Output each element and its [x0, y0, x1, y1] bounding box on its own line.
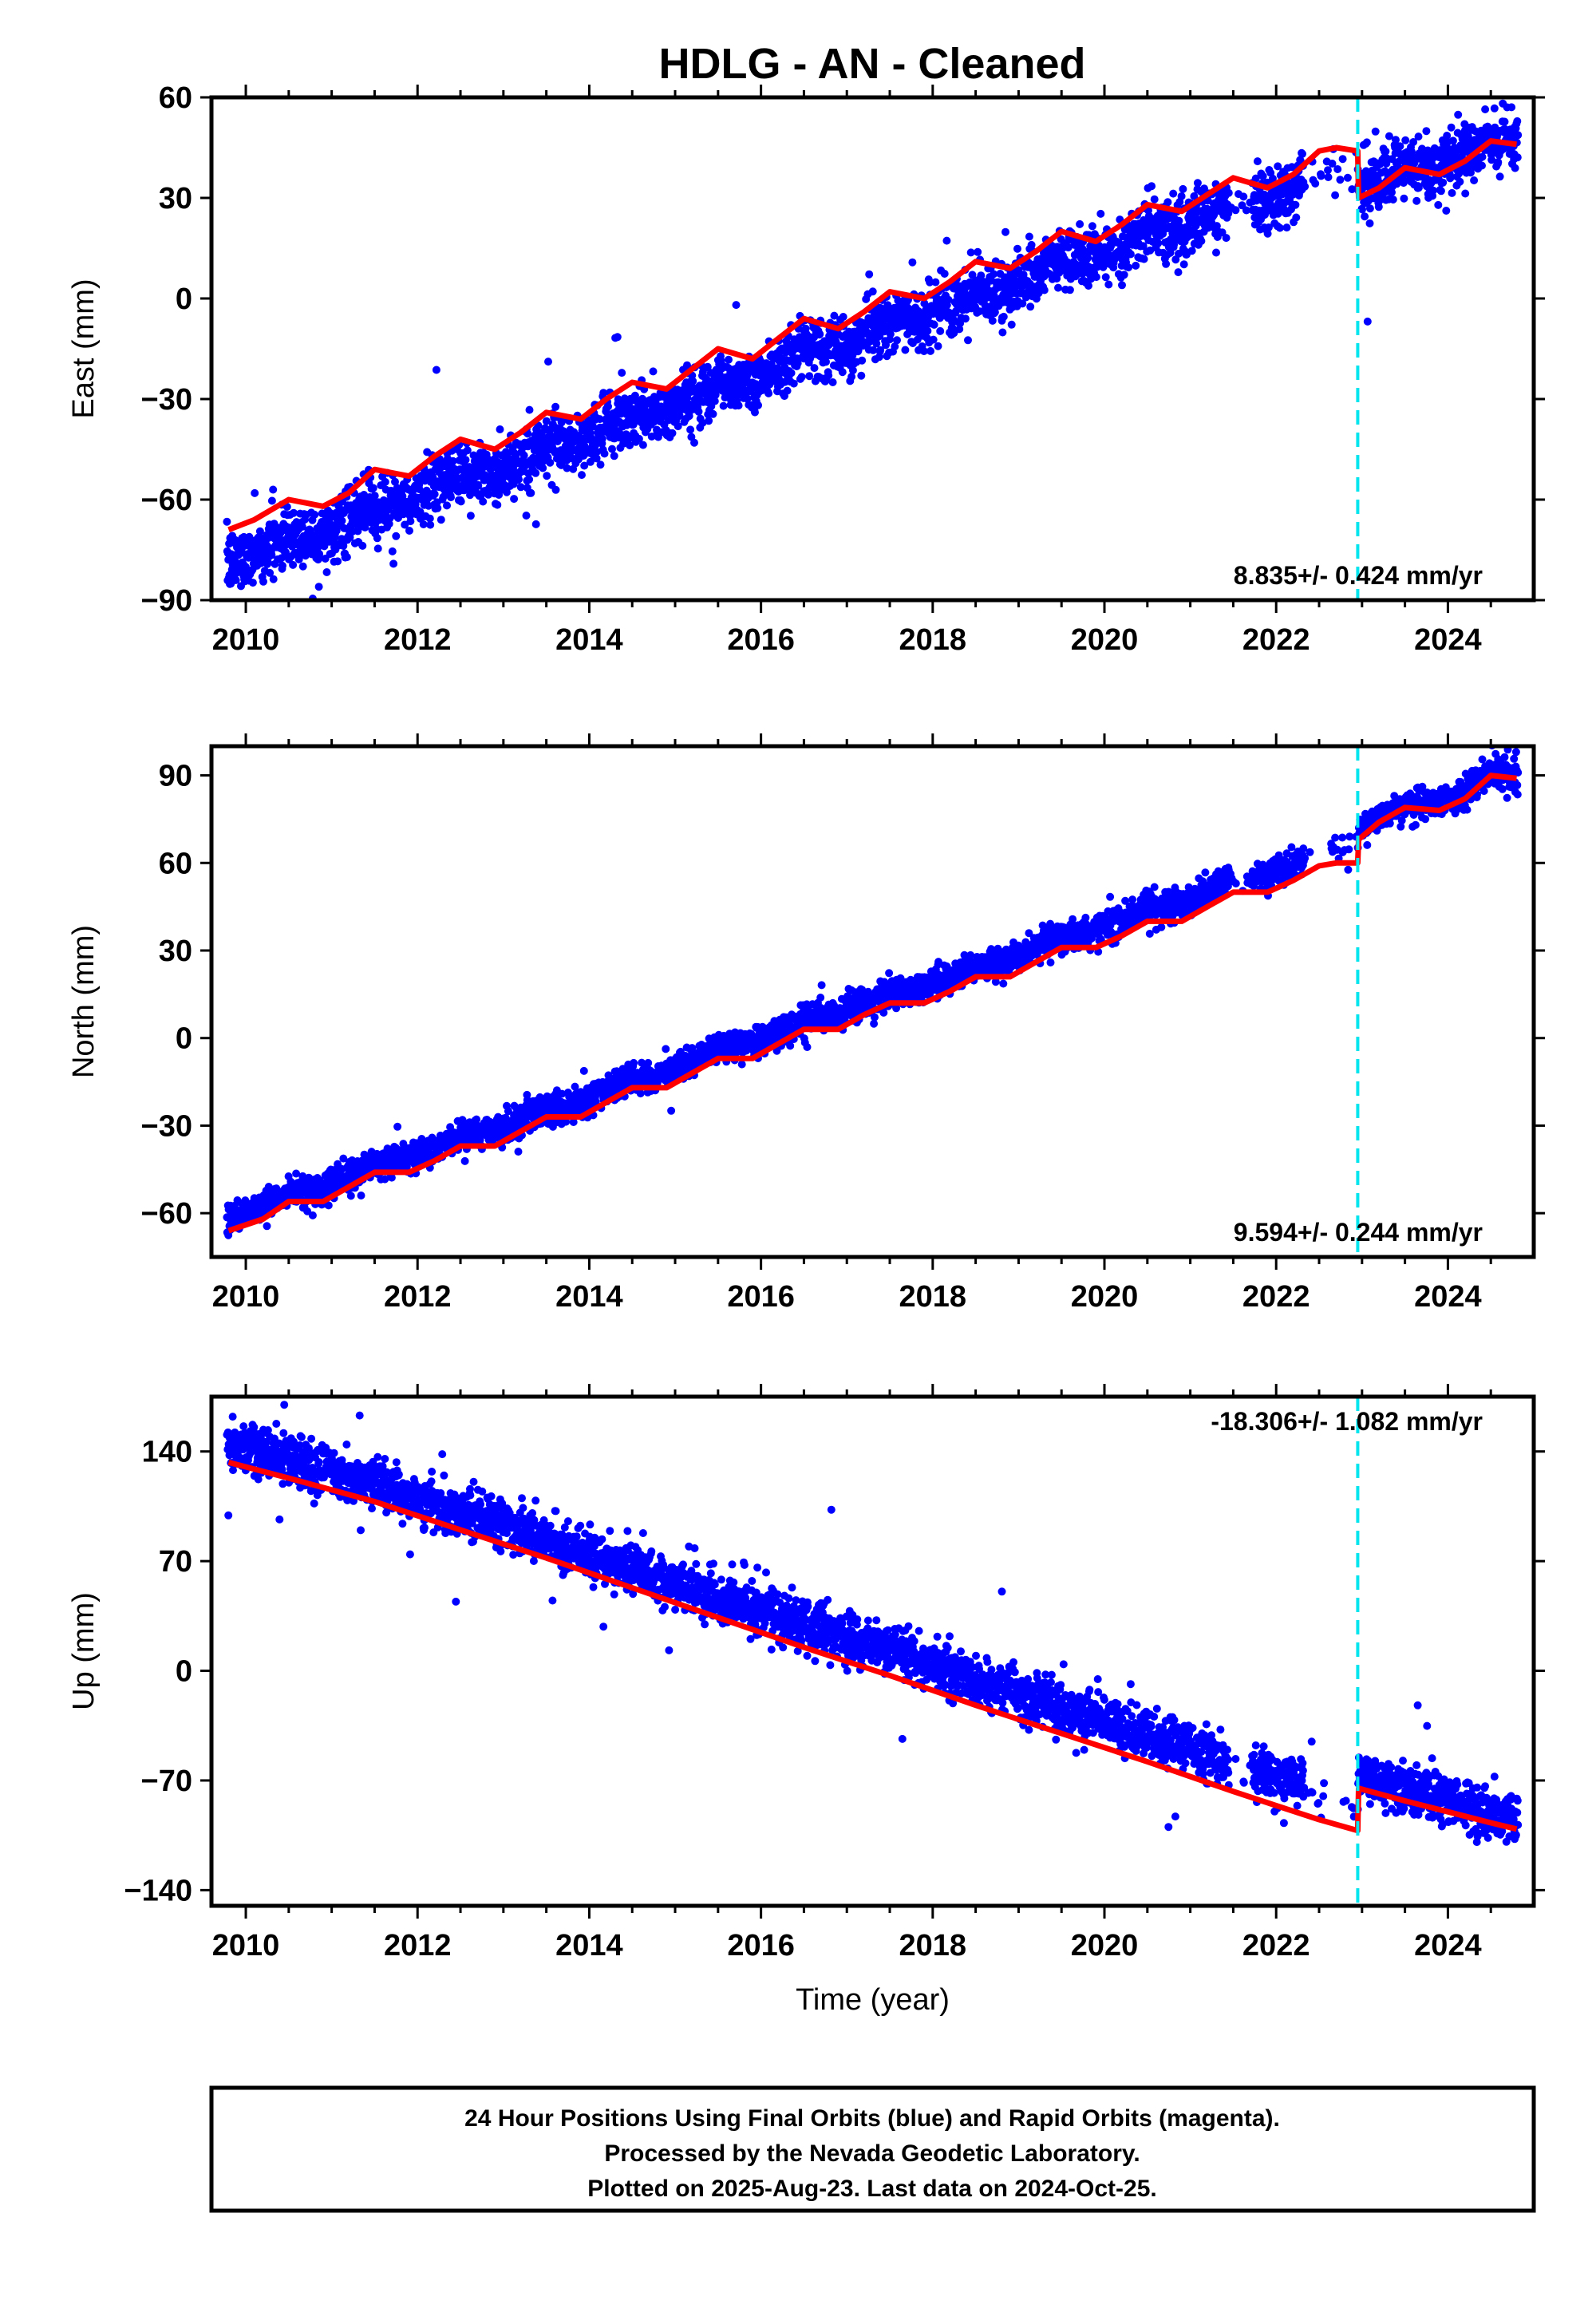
y-tick-label: −90: [141, 584, 192, 618]
x-tick-label: 2016: [727, 623, 795, 657]
y-axis-label: Up (mm): [67, 1592, 101, 1710]
x-axis-label: Time (year): [796, 1983, 950, 2017]
y-tick-label: 140: [142, 1436, 192, 1469]
y-tick-label: −30: [141, 1109, 192, 1143]
y-tick-label: 0: [176, 283, 192, 316]
x-tick-label: 2012: [384, 1929, 452, 1962]
x-tick-label: 2010: [212, 623, 280, 657]
y-tick-label: −60: [141, 484, 192, 517]
panel-north: −60 −30 0 30 60 90 2010 2012 2014 2016 2018 2020 202…: [67, 733, 1545, 1314]
plot-frame: [209, 744, 1536, 1259]
x-tick-label: 2022: [1242, 1280, 1310, 1314]
observation-points: [223, 99, 1523, 600]
panel-east: −90 −60 −30 0 30 60 2010 2012 2014 2016 2018 2020 20…: [67, 81, 1545, 657]
y-tick-label: 30: [159, 182, 192, 215]
footer-line-1: 24 Hour Positions Using Final Orbits (bl…: [464, 2105, 1280, 2132]
rate-label: -18.306+/- 1.082 mm/yr: [1211, 1407, 1483, 1436]
y-axis-label: North (mm): [67, 925, 101, 1078]
y-tick-label: 60: [159, 81, 192, 115]
plot-frame: [209, 95, 1536, 603]
x-tick-label: 2016: [727, 1929, 795, 1962]
footer-box: 24 Hour Positions Using Final Orbits (bl…: [209, 2085, 1536, 2213]
x-tick-label: 2020: [1071, 623, 1139, 657]
y-tick-label: 0: [176, 1655, 192, 1689]
x-tick-label: 2022: [1242, 623, 1310, 657]
x-tick-label: 2012: [384, 1280, 452, 1314]
footer-frame: [209, 2085, 1536, 2213]
x-tick-label: 2024: [1414, 623, 1482, 657]
y-tick-label: −60: [141, 1197, 192, 1231]
plot-frame: [209, 1394, 1536, 1908]
x-tick-label: 2018: [899, 623, 967, 657]
model-line: [227, 773, 1517, 1234]
y-tick-label: 0: [176, 1022, 192, 1056]
x-tick-label: 2012: [384, 623, 452, 657]
y-tick-label: −30: [141, 383, 192, 417]
model-line: [227, 138, 1517, 533]
x-tick-label: 2014: [555, 1280, 623, 1314]
x-tick-label: 2014: [555, 623, 623, 657]
x-tick-label: 2014: [555, 1929, 623, 1962]
x-tick-label: 2018: [899, 1280, 967, 1314]
footer-line-2: Processed by the Nevada Geodetic Laborat…: [604, 2140, 1140, 2167]
data-layer: [223, 1401, 1523, 1847]
x-tick-label: 2010: [212, 1929, 280, 1962]
y-tick-label: 30: [159, 935, 192, 968]
y-tick-label: 60: [159, 847, 192, 880]
x-tick-label: 2018: [899, 1929, 967, 1962]
y-axis-label: East (mm): [67, 279, 101, 418]
rate-label: 8.835+/- 0.424 mm/yr: [1234, 561, 1483, 590]
x-tick-label: 2020: [1071, 1929, 1139, 1962]
observation-points: [223, 746, 1523, 1239]
data-layer: [223, 746, 1523, 1239]
y-tick-label: 70: [159, 1545, 192, 1579]
y-tick-label: −70: [141, 1765, 192, 1798]
x-tick-label: 2024: [1414, 1929, 1482, 1962]
y-tick-label: 90: [159, 760, 192, 793]
x-tick-label: 2022: [1242, 1929, 1310, 1962]
footer-line-3: Plotted on 2025-Aug-23. Last data on 202…: [587, 2176, 1157, 2202]
data-layer: [223, 99, 1523, 600]
rate-label: 9.594+/- 0.244 mm/yr: [1234, 1218, 1483, 1247]
chart-title: HDLG - AN - Cleaned: [658, 40, 1085, 88]
model-line: [227, 1460, 1518, 1834]
x-tick-label: 2020: [1071, 1280, 1139, 1314]
x-tick-label: 2016: [727, 1280, 795, 1314]
observation-points: [223, 1401, 1523, 1847]
x-tick-label: 2024: [1414, 1280, 1482, 1314]
panel-up: −140 −70 0 70 140 2010 2012 2014 2016 2018 2020 202…: [67, 1384, 1545, 2017]
panels: −90 −60 −30 0 30 60 2010 2012 2014 2016 2018 2020 20…: [67, 81, 1545, 2017]
x-tick-label: 2010: [212, 1280, 280, 1314]
y-tick-label: −140: [124, 1874, 192, 1907]
